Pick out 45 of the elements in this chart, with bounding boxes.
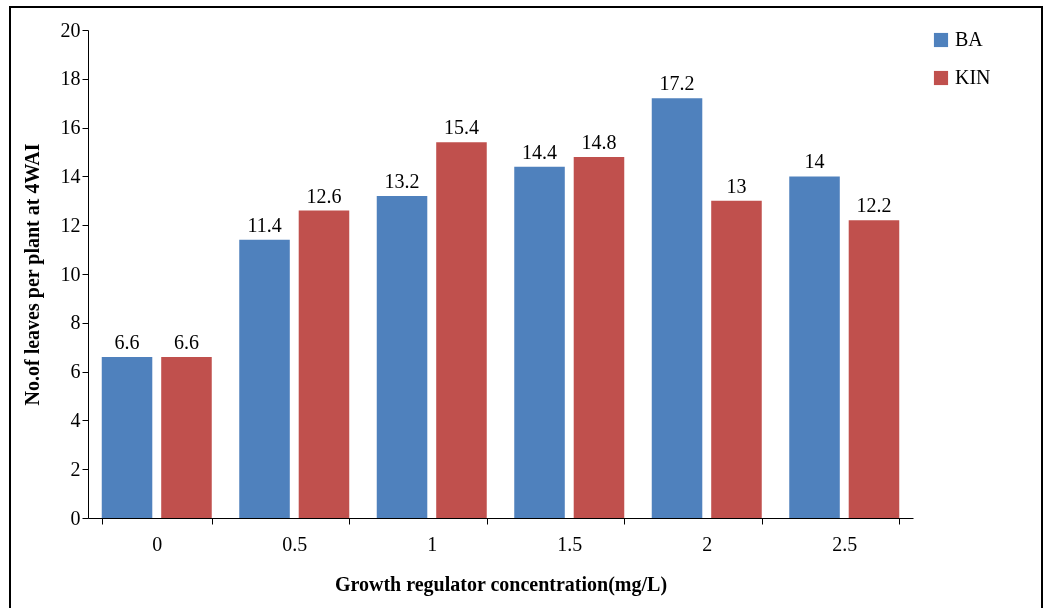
data-label: 15.4 bbox=[443, 116, 479, 139]
y-tick-label: 12 bbox=[60, 213, 81, 236]
x-tick-label: 0 bbox=[152, 532, 163, 555]
bar bbox=[161, 356, 212, 518]
bar bbox=[573, 156, 625, 518]
data-label: 13 bbox=[726, 174, 747, 197]
data-label: 11.4 bbox=[247, 213, 282, 236]
legend-label: KIN bbox=[955, 66, 991, 88]
data-label: 12.6 bbox=[306, 184, 342, 207]
bar bbox=[514, 166, 565, 518]
x-axis-title: Growth regulator concentration(mg/L) bbox=[334, 572, 668, 596]
y-tick-label: 10 bbox=[60, 262, 81, 285]
data-label: 14.4 bbox=[522, 140, 558, 163]
data-label: 14 bbox=[804, 150, 825, 173]
bar bbox=[848, 220, 900, 518]
x-tick-label: 0.5 bbox=[282, 532, 308, 555]
bar bbox=[789, 176, 840, 518]
y-tick-label: 8 bbox=[70, 311, 81, 334]
data-label: 12.2 bbox=[856, 194, 892, 217]
data-label: 6.6 bbox=[114, 330, 140, 353]
y-axis-title: No.of leaves per plant at 4WAI bbox=[20, 143, 44, 406]
x-tick-label: 1.5 bbox=[557, 532, 583, 555]
y-tick-label: 4 bbox=[70, 408, 81, 431]
data-label: 14.8 bbox=[581, 130, 617, 153]
bar bbox=[651, 98, 703, 518]
y-tick-label: 14 bbox=[60, 164, 81, 187]
data-label: 6.6 bbox=[173, 330, 199, 353]
bar bbox=[101, 356, 153, 518]
bar bbox=[711, 200, 762, 518]
y-tick-label: 20 bbox=[60, 18, 81, 41]
y-tick-label: 0 bbox=[70, 506, 81, 529]
bar bbox=[376, 195, 428, 518]
y-tick-label: 6 bbox=[70, 360, 81, 383]
bar bbox=[298, 210, 350, 518]
x-tick-label: 2.5 bbox=[832, 532, 858, 555]
y-tick-label: 16 bbox=[60, 116, 81, 139]
data-label: 13.2 bbox=[384, 169, 420, 192]
data-label: 17.2 bbox=[659, 72, 695, 95]
legend-label: BA bbox=[955, 28, 984, 50]
x-tick-label: 2 bbox=[702, 532, 713, 555]
x-tick-label: 1 bbox=[427, 532, 438, 555]
bar bbox=[436, 142, 487, 518]
y-tick-label: 2 bbox=[70, 457, 81, 480]
y-tick-label: 18 bbox=[60, 67, 81, 90]
bar bbox=[239, 239, 290, 518]
